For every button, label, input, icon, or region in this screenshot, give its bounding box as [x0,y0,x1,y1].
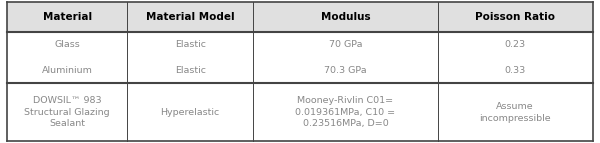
Text: 0.33: 0.33 [505,66,526,75]
Bar [7,2,127,32]
Bar [253,2,437,32]
Bar [253,83,437,141]
Bar [7,57,127,83]
Text: Elastic: Elastic [175,66,206,75]
Bar [7,83,127,141]
Bar [437,32,593,57]
Text: Material: Material [43,12,92,22]
Text: 70 GPa: 70 GPa [329,40,362,49]
Bar [127,32,253,57]
Text: Assume
incompressible: Assume incompressible [479,102,551,123]
Bar [253,57,437,83]
Text: Poisson Ratio: Poisson Ratio [475,12,555,22]
Text: Modulus: Modulus [320,12,370,22]
Bar [437,2,593,32]
Bar [7,32,127,57]
Text: Glass: Glass [55,40,80,49]
Text: 0.23: 0.23 [505,40,526,49]
Text: Elastic: Elastic [175,40,206,49]
Text: Aluminium: Aluminium [42,66,92,75]
Bar [253,32,437,57]
Text: Mooney-Rivlin C01=
0.019361MPa, C10 =
0.23516MPa, D=0: Mooney-Rivlin C01= 0.019361MPa, C10 = 0.… [295,96,395,128]
Bar [127,2,253,32]
Text: DOWSIL™ 983
Structural Glazing
Sealant: DOWSIL™ 983 Structural Glazing Sealant [25,96,110,128]
Text: Material Model: Material Model [146,12,235,22]
Text: Hyperelastic: Hyperelastic [161,108,220,117]
Text: 70.3 GPa: 70.3 GPa [324,66,367,75]
Bar [437,57,593,83]
Bar [127,57,253,83]
Bar [127,83,253,141]
Bar [437,83,593,141]
